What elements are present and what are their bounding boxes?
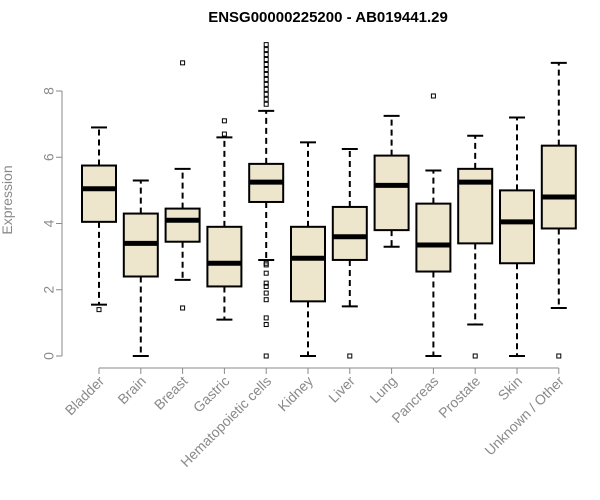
outlier-point: [430, 93, 436, 99]
y-axis-label: Expression: [0, 165, 15, 234]
axes: 0 2 4 6 8: [41, 87, 560, 374]
x-tick-label: Breast: [151, 373, 191, 413]
outlier-point: [263, 270, 269, 276]
iqr-box: [373, 154, 410, 232]
outlier-point: [263, 315, 269, 321]
x-tick-label: Prostate: [435, 373, 483, 421]
outlier-point: [263, 52, 269, 58]
outlier-point: [263, 290, 269, 296]
box-kidney: [290, 141, 326, 357]
outlier-point: [263, 283, 269, 289]
box-lung: [373, 114, 410, 248]
outlier-point: [263, 297, 269, 303]
x-tick-label: Kidney: [275, 373, 317, 415]
outlier-point: [263, 62, 269, 67]
y-tick-label: 8: [41, 87, 57, 95]
box-hematopoietic-cells: [248, 42, 285, 359]
outlier-point: [556, 353, 562, 359]
outlier-point: [263, 86, 269, 92]
x-tick-label: Lung: [366, 373, 399, 406]
outlier-point: [472, 353, 478, 359]
x-tick-label: Skin: [495, 373, 526, 404]
outlier-point: [221, 131, 227, 137]
box-group: [81, 42, 577, 359]
outlier-point: [263, 96, 269, 102]
iqr-box: [540, 144, 577, 230]
box-gastric: [206, 118, 243, 321]
x-tick-label: Unknown / Other: [481, 373, 567, 459]
y-tick-label: 6: [41, 153, 57, 161]
iqr-box: [81, 164, 117, 223]
outlier-point: [263, 322, 269, 328]
x-tick-label: Brain: [114, 373, 148, 407]
iqr-box: [290, 225, 326, 303]
outlier-point: [263, 66, 269, 72]
outlier-point: [347, 353, 353, 359]
box-liver: [331, 147, 368, 359]
outlier-point: [96, 307, 102, 313]
box-bladder: [81, 126, 117, 313]
y-tick-label: 2: [41, 286, 57, 294]
box-brain: [122, 179, 159, 357]
iqr-box: [415, 202, 452, 273]
box-prostate: [457, 134, 494, 359]
x-tick-label: Liver: [325, 373, 358, 406]
iqr-box: [499, 189, 535, 265]
y-tick-label: 4: [41, 219, 57, 227]
outlier-point: [263, 260, 269, 266]
iqr-box: [331, 205, 368, 261]
outlier-point: [263, 91, 269, 97]
outlier-point: [180, 305, 186, 311]
chart-title: ENSG00000225200 - AB019441.29: [208, 9, 448, 26]
iqr-box: [164, 207, 201, 243]
y-tick-label: 0: [41, 352, 57, 360]
outlier-point: [263, 57, 269, 63]
iqr-box: [206, 225, 243, 288]
box-breast: [164, 60, 201, 311]
outlier-point: [263, 101, 269, 107]
x-tick-label: Bladder: [62, 373, 108, 419]
outlier-point: [263, 81, 269, 87]
outlier-point: [263, 76, 269, 82]
outlier-point: [263, 280, 269, 286]
outlier-point: [263, 353, 269, 359]
box-unknown-other: [540, 61, 577, 359]
outlier-point: [263, 47, 269, 53]
box-pancreas: [415, 93, 452, 357]
outlier-point: [221, 118, 227, 124]
outlier-point: [180, 60, 186, 66]
outlier-point: [263, 71, 269, 77]
box-skin: [499, 116, 535, 357]
outlier-point: [263, 42, 269, 48]
